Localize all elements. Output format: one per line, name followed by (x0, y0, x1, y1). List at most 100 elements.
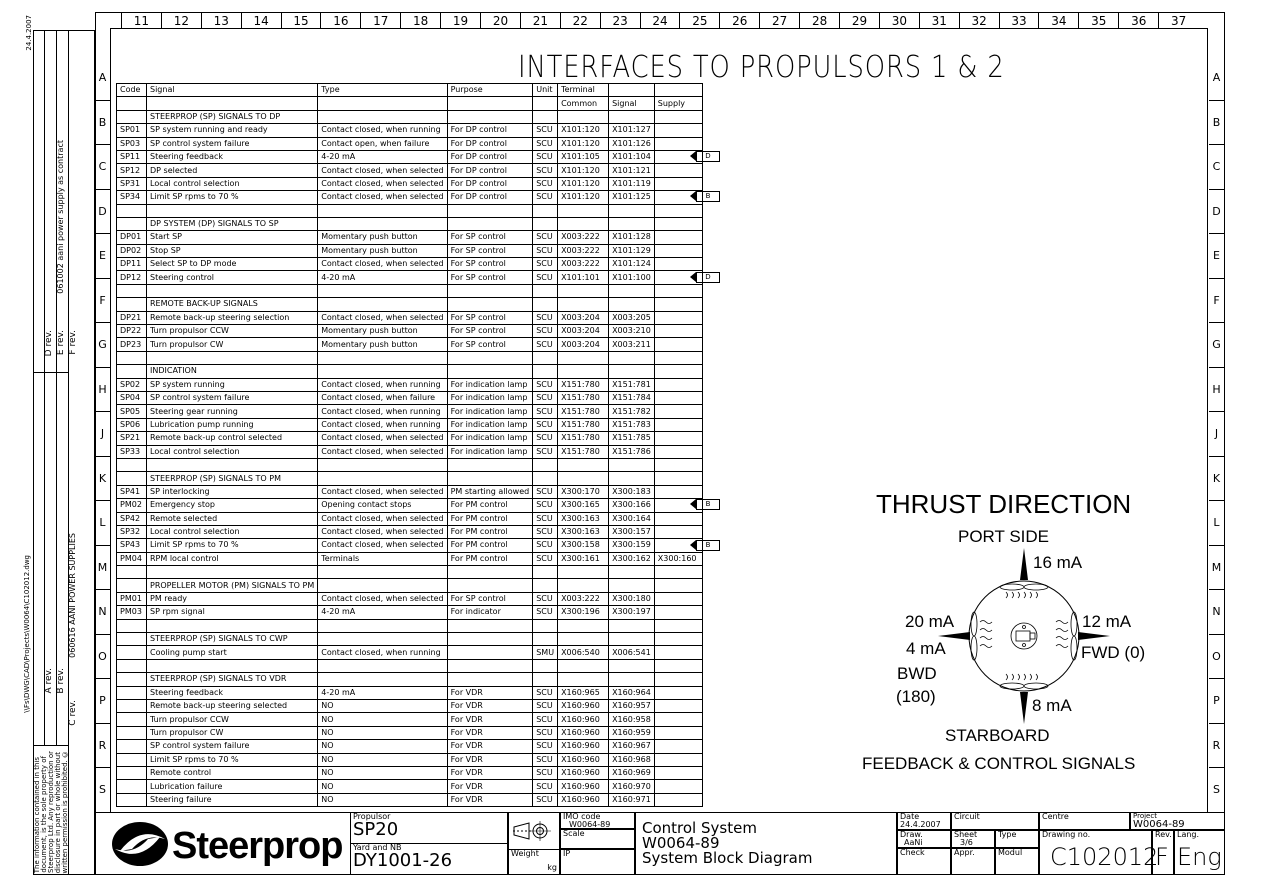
arrow-left-icon (690, 539, 696, 550)
cell (608, 297, 655, 312)
marker-label: D (696, 151, 720, 162)
arrow-left-icon (690, 151, 696, 161)
cell (653, 123, 703, 138)
cell: X101:120 (557, 176, 610, 192)
cell (557, 216, 610, 232)
cell: SCU (532, 190, 559, 205)
cell (653, 632, 703, 647)
cell: DP11 (116, 257, 147, 272)
column-number: 18 (400, 13, 440, 28)
centre-label: Centre (1042, 812, 1069, 821)
table-row (116, 457, 703, 473)
date-label: Date (900, 812, 920, 821)
cell: SCU (532, 310, 559, 326)
cell (653, 337, 703, 352)
cell (608, 632, 655, 647)
row-letter: A (95, 56, 110, 101)
cell (145, 457, 319, 473)
cell: SCU (532, 524, 559, 540)
cell (145, 96, 319, 111)
row-letter: E (1209, 234, 1224, 279)
cell (317, 672, 448, 687)
cell: For VDR (446, 712, 534, 727)
cell: Contact closed, when running (317, 123, 448, 138)
marker-label: B (696, 191, 720, 203)
caption: FEEDBACK & CONTROL SIGNALS (862, 754, 1136, 773)
cell (557, 658, 610, 674)
cell: X101:120 (557, 163, 610, 178)
cell: For VDR (446, 725, 534, 741)
section-heading: SP control system failure NO For VDR SCU X16… (116, 739, 703, 754)
cell: For indicator (446, 605, 534, 620)
section-heading: INDICATION (116, 364, 703, 379)
cell: X160:971 (608, 792, 655, 808)
cell (317, 203, 448, 218)
marker-label: B (696, 499, 720, 511)
cell: For indication lamp (446, 444, 534, 459)
check-label: Check (900, 848, 925, 857)
table-row: SP06 Lubrication pump running Contact clos… (116, 417, 703, 433)
cell: SP43 (116, 538, 147, 553)
cell (446, 109, 534, 125)
cell: X003:204 (557, 310, 610, 326)
row-letter: B (95, 101, 110, 145)
cell (653, 243, 703, 259)
cell: X003:210 (608, 324, 655, 339)
cell: For SP control (446, 310, 534, 326)
section-heading: PROPELLER MOTOR (PM) SIGNALS TO PM (116, 578, 703, 593)
cell: X101:101 (557, 270, 610, 285)
table-row: SP04 SP control system failure Contact clo… (116, 390, 703, 406)
row-letter: L (95, 501, 110, 546)
cell (653, 136, 703, 151)
cell: Steering gear running (145, 404, 319, 419)
cell (608, 658, 655, 674)
arrow-left-icon (690, 191, 696, 202)
cell: For SP control (446, 270, 534, 285)
cell: Steering control (145, 270, 319, 285)
row-letter: J (1209, 412, 1224, 457)
cell: DP21 (116, 310, 147, 326)
cell: SCU (532, 377, 559, 392)
starboard-label: STARBOARD (945, 726, 1050, 745)
cell: Select SP to DP mode (145, 257, 319, 272)
cell (446, 565, 534, 580)
cell (446, 350, 534, 366)
lang-value: Eng (1177, 843, 1222, 871)
cell (557, 203, 610, 218)
rev-d: D rev. (44, 330, 54, 357)
cell: SCU (532, 765, 559, 781)
project-label: Project (1133, 812, 1157, 820)
cell: STEERPROP (SP) SIGNALS TO DP (145, 109, 319, 125)
section-heading: STEERPROP (SP) SIGNALS TO PM (116, 471, 703, 486)
cell: NO (317, 698, 448, 714)
cell: X300:164 (608, 511, 655, 526)
interface-table: Code Signal Type Purpose Unit Terminal Common S… (116, 82, 703, 808)
cell (557, 565, 610, 580)
cell: SP33 (116, 444, 147, 459)
cell: SP system running (145, 377, 319, 392)
rev-e-note: 061002 aani power supply as contract (56, 140, 65, 294)
cell: X160:960 (557, 712, 610, 727)
cell: SP01 (116, 123, 147, 138)
cell: X003:211 (608, 337, 655, 352)
cell: DP02 (116, 243, 147, 259)
cell: X151:782 (608, 404, 655, 419)
cell: SP11 (116, 149, 147, 165)
cell: Unit (532, 82, 559, 98)
cell: Remote control (145, 765, 319, 781)
table-row: SP21 Remote back-up control selected Conta… (116, 431, 703, 446)
cell (653, 203, 703, 218)
thrust-compass (938, 548, 1110, 724)
table-row: DP22 Turn propulsor CCW Momentary push but… (116, 324, 703, 339)
cell: X151:780 (557, 417, 610, 433)
cell (116, 96, 147, 111)
cell (653, 377, 703, 392)
column-number: 35 (1078, 13, 1118, 28)
bottom-ma-label: 8 mA (1032, 696, 1072, 715)
cell (653, 324, 703, 339)
cell: Contact closed, when selected (317, 431, 448, 446)
cell (557, 632, 610, 647)
table-row: SP43 Limit SP rpms to 70 % Contact closed,… (116, 538, 703, 553)
cell (116, 698, 147, 714)
cell: X151:780 (557, 390, 610, 406)
